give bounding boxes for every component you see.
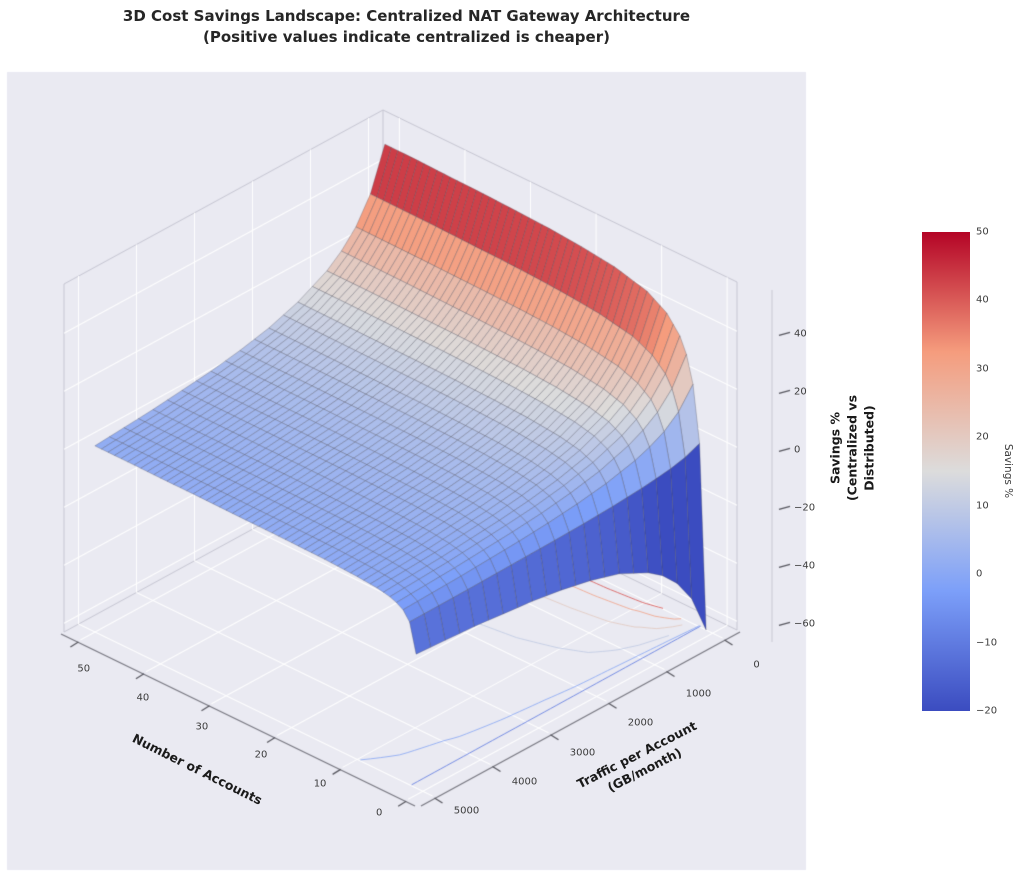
colorbar-tick-label: −10: [976, 637, 998, 649]
y-tick-label: 0: [753, 659, 760, 671]
chart-title: 3D Cost Savings Landscape: Centralized N…: [122, 7, 691, 46]
colorbar-gradient: [922, 232, 970, 711]
colorbar-tick-label: 30: [976, 363, 989, 375]
colorbar-label: Savings %: [1002, 443, 1014, 499]
y-tick-label: 3000: [569, 747, 596, 759]
z-tick-label: −40: [794, 560, 816, 572]
x-tick-label: 20: [254, 749, 268, 761]
colorbar-tick-label: 50: [976, 226, 989, 238]
z-axis-label: Savings % (Centralized vs Distributed): [827, 394, 877, 502]
x-tick-label: 40: [136, 692, 150, 704]
z-tick-label: −60: [794, 618, 816, 630]
x-tick-label: 10: [313, 778, 327, 790]
colorbar-tick-label: 40: [976, 294, 989, 306]
z-tick-label: −20: [794, 502, 816, 514]
colorbar-tick-label: 20: [976, 431, 989, 443]
colorbar-tick-label: 10: [976, 500, 989, 512]
z-tick-label: 40: [794, 328, 807, 340]
z-tick-label: 0: [794, 444, 801, 456]
y-tick-label: 1000: [685, 688, 712, 700]
colorbar-tick-label: 0: [976, 568, 983, 580]
z-tick-label: 20: [794, 386, 807, 398]
y-tick-label: 4000: [511, 776, 538, 788]
y-tick-label: 2000: [627, 717, 654, 729]
x-tick-label: 0: [375, 807, 383, 819]
y-tick-label: 5000: [453, 805, 480, 817]
colorbar-tick-label: −20: [976, 705, 998, 717]
x-tick-label: 30: [195, 721, 209, 733]
x-tick-label: 50: [77, 663, 91, 675]
